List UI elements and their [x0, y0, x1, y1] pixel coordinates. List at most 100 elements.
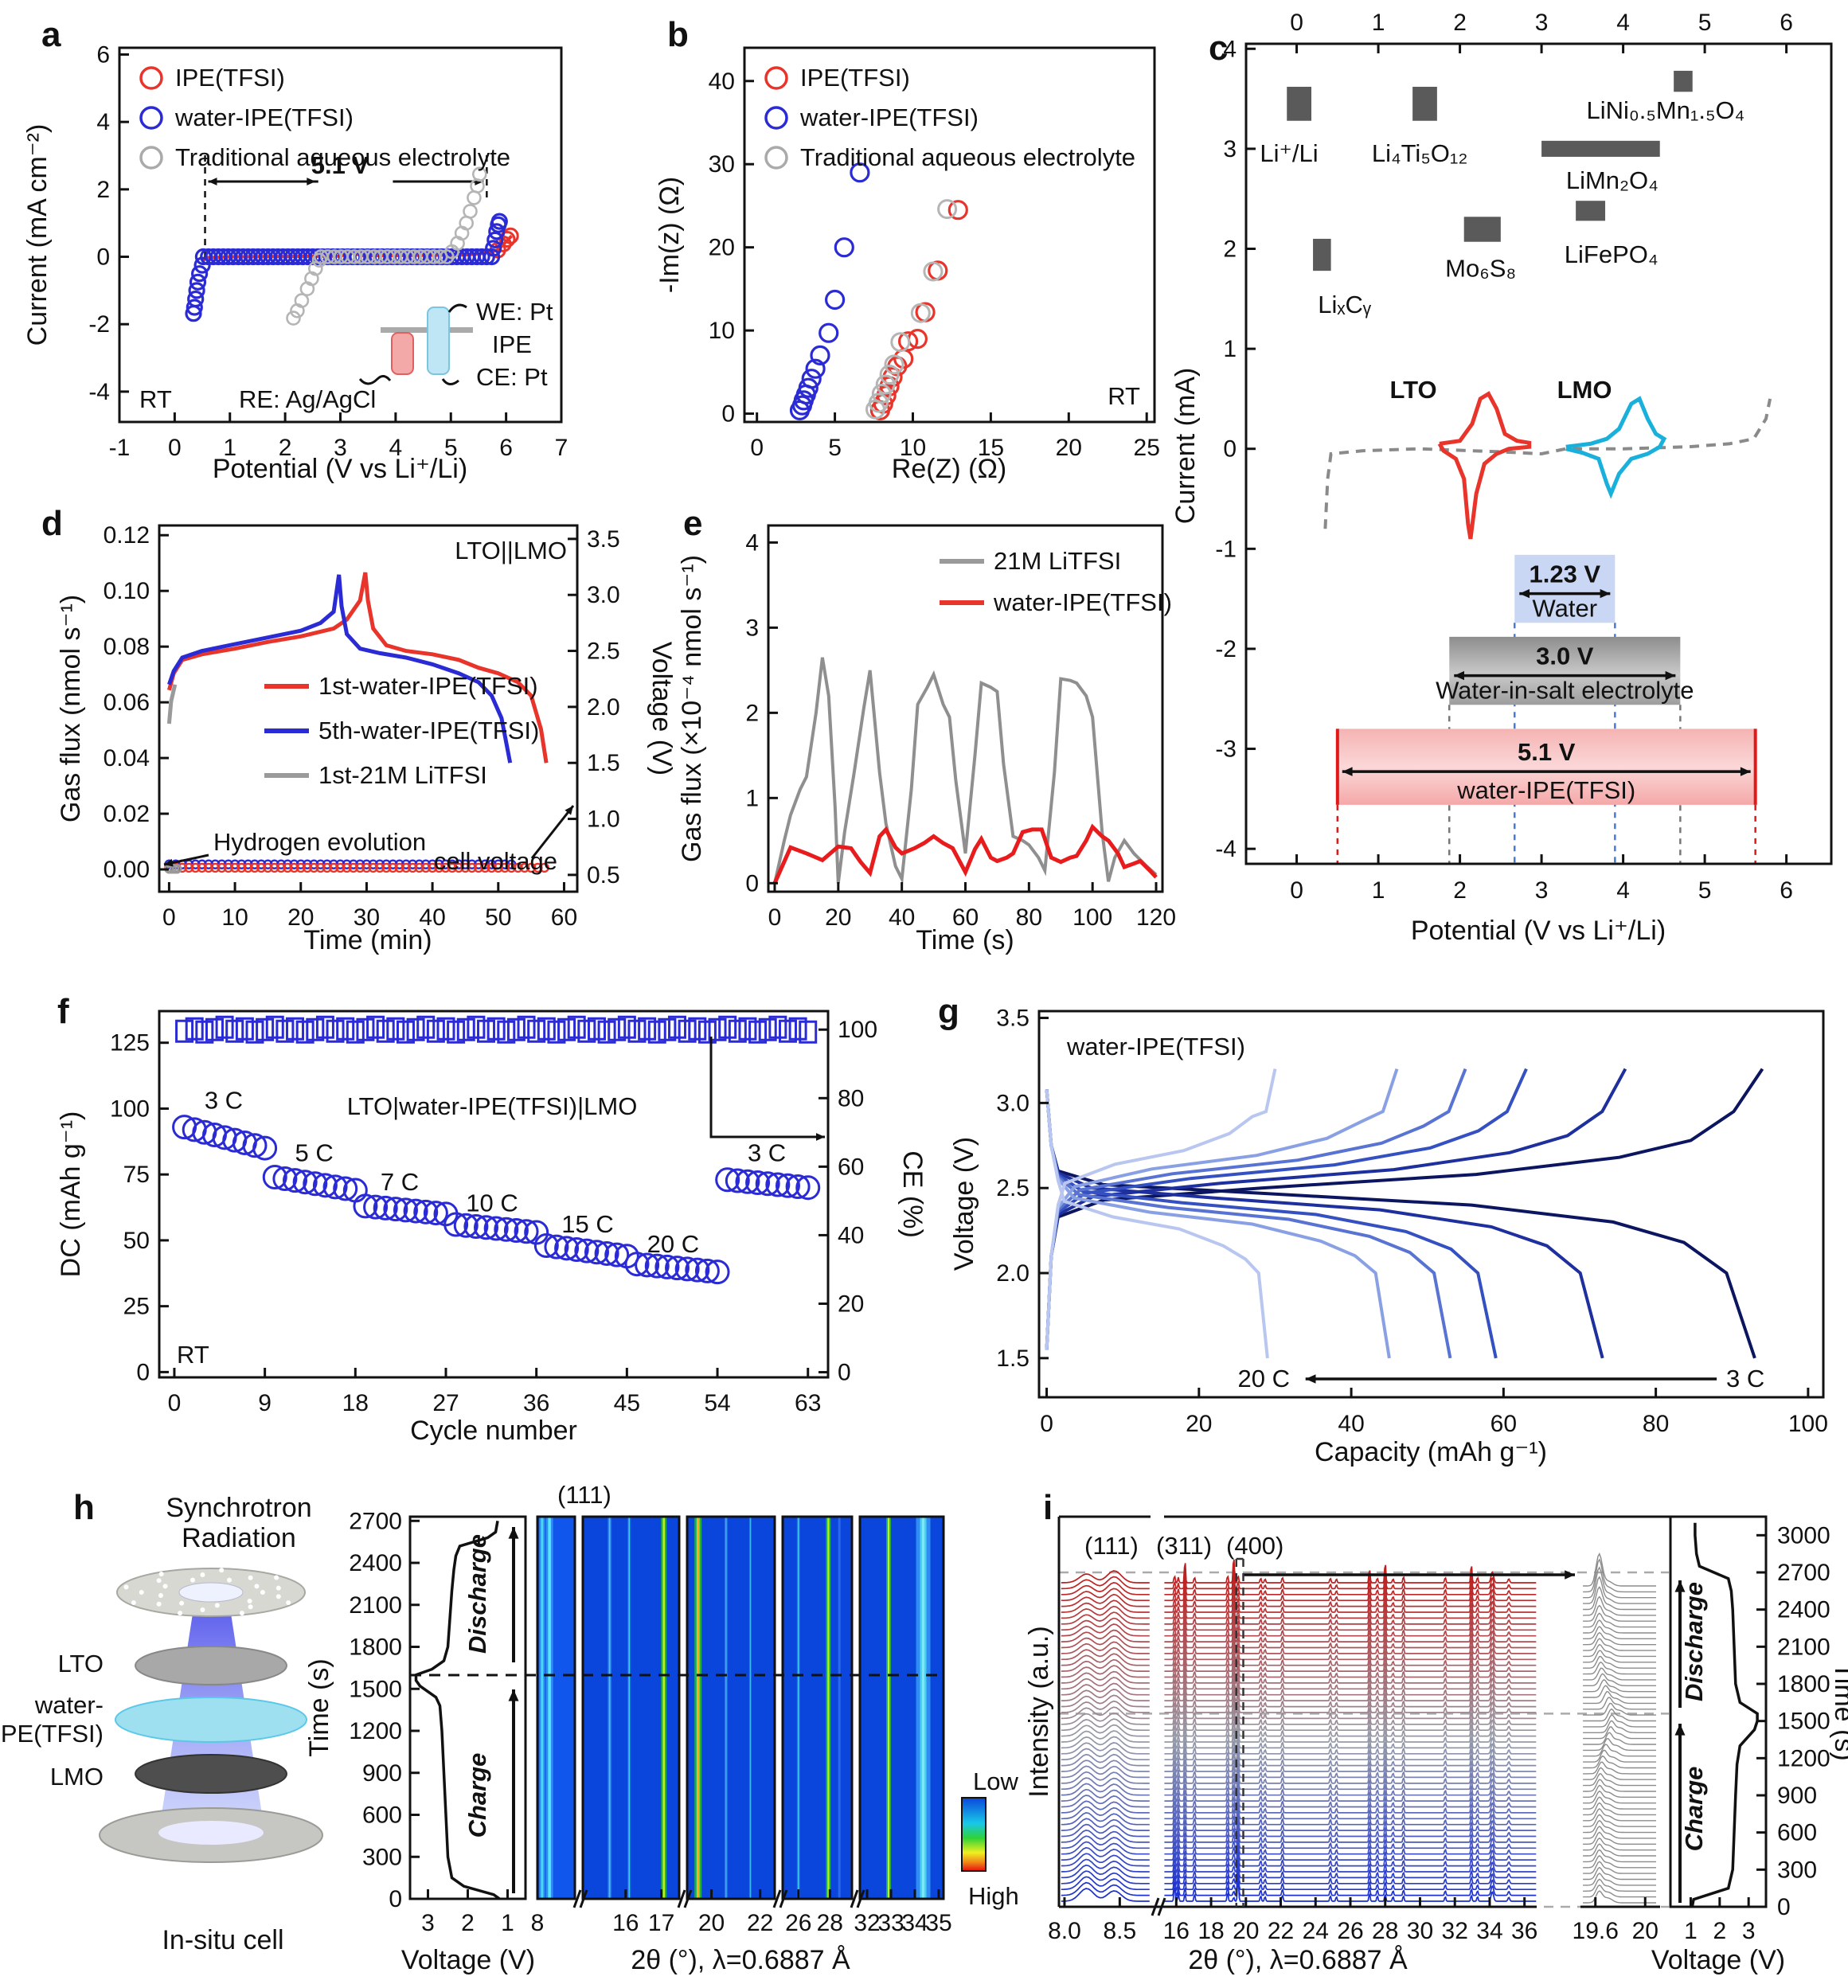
- panel-letter-d: d: [41, 504, 63, 543]
- x-tick-label: 5: [828, 435, 842, 461]
- d-ylabel: Gas flux (nmol s⁻¹): [56, 595, 86, 822]
- y-tick-label: 0: [1223, 436, 1237, 463]
- gasflux-red: [539, 862, 549, 873]
- dc-point: [483, 1216, 509, 1241]
- mini-xrd-trace: [1583, 1595, 1656, 1616]
- legend-marker: [764, 146, 788, 170]
- gasflux-red: [447, 862, 458, 873]
- x-tick-label: 10: [221, 904, 248, 931]
- aqueous-point: [290, 303, 305, 318]
- x-tick-label: 18: [342, 1390, 369, 1416]
- panel-i: 8.0 8.5 16 18 20 22 24 26 28 30 32 34 36 19.6 20 1 2 3030…: [1024, 1515, 1848, 1975]
- h-time-label: Time (s): [304, 1658, 334, 1756]
- i-x-tick-label: 18: [1197, 1918, 1224, 1944]
- x-tick-label: 40: [419, 904, 445, 931]
- top-x-tick-label: 6: [1780, 10, 1793, 36]
- y-tick-label: 2.0: [996, 1260, 1029, 1287]
- e-xlabel: Time (s): [916, 925, 1014, 955]
- xrd-trace: [1061, 1869, 1537, 1892]
- cont-x-tick-label: 28: [817, 1910, 843, 1936]
- mini-xrd-trace: [1583, 1619, 1656, 1634]
- dc-point: [735, 1169, 760, 1194]
- dc-point: [665, 1256, 690, 1281]
- top-x-tick-label: 3: [1535, 10, 1549, 36]
- mini-xrd-trace: [1583, 1638, 1656, 1651]
- dc-point: [584, 1240, 609, 1265]
- ce-point: [627, 1019, 647, 1043]
- gasflux-red: [335, 862, 346, 873]
- arrow-head: [565, 806, 573, 815]
- i-xlabel: 2θ (°), λ=0.6887 Å: [1188, 1945, 1408, 1975]
- axes-frame: [158, 524, 579, 893]
- ce-point: [436, 1017, 455, 1041]
- dc-point: [262, 1164, 287, 1189]
- arrow-head: [1565, 1570, 1575, 1580]
- x-tick-label: 0: [768, 904, 782, 931]
- xrd-trace: [1061, 1628, 1537, 1650]
- gasflux-red: [361, 862, 372, 873]
- panel-g: 0 20 40 60 80 100 1.5 2.0 2.5 3.0 3.5 Capacity (mA…: [949, 1006, 1828, 1467]
- mini-xrd-trace: [1583, 1661, 1656, 1675]
- window-name: Water: [1533, 594, 1598, 622]
- panel-d: 0 10 20 30 40 50 60 0.00 0.02 0.04 0.06 0.08 0.10 0.1…: [56, 522, 677, 955]
- cont-x-tick-label: 22: [747, 1910, 773, 1936]
- f-cell-label: LTO|water-IPE(TFSI)|LMO: [347, 1092, 638, 1120]
- mini-xrd-trace: [1583, 1643, 1656, 1658]
- mini-xrd-trace: [1583, 1843, 1656, 1857]
- d-xlabel: Time (min): [303, 925, 432, 955]
- cont-x-tick-label: 35: [925, 1910, 951, 1936]
- x-tick-label: 0: [168, 1390, 182, 1416]
- y-tick-right-label: 3.0: [587, 582, 620, 608]
- xrd-trace: [1061, 1685, 1537, 1702]
- aqueous-point: [868, 393, 889, 413]
- gasflux-red: [394, 862, 404, 873]
- x-tick-label: 0: [162, 904, 176, 931]
- y-tick-label: 0.02: [104, 801, 150, 827]
- xrd-trace: [1061, 1559, 1537, 1584]
- ce-point: [416, 1015, 436, 1039]
- time-tick-label: 1500: [349, 1676, 402, 1702]
- xrd-trace: [1061, 1852, 1537, 1874]
- arrow-head: [508, 1527, 519, 1539]
- xrd-trace: [1061, 1597, 1537, 1620]
- gasflux-red: [217, 862, 227, 873]
- water-ipe-point: [186, 299, 203, 316]
- water-ipe-point: [490, 213, 508, 230]
- dc-point: [594, 1240, 619, 1266]
- ce-point: [506, 1017, 525, 1041]
- perforation-dot: [227, 1577, 232, 1583]
- mini-xrd-trace: [1583, 1773, 1656, 1787]
- xrd-trace: [1061, 1722, 1537, 1738]
- xrd-trace: [1061, 1690, 1537, 1709]
- material-label: Li⁺/Li: [1260, 139, 1318, 167]
- d-ylabel-right: Voltage (V): [647, 642, 677, 775]
- i-x-tick-label: 16: [1163, 1918, 1190, 1944]
- arrow-line: [530, 805, 575, 859]
- perforation-dot: [189, 1577, 195, 1583]
- mini-xrd-trace: [1583, 1814, 1656, 1827]
- dc-point: [745, 1170, 771, 1196]
- arrow-head: [1454, 670, 1464, 681]
- dc-point: [463, 1214, 489, 1240]
- i-x-tick-label: 30: [1407, 1918, 1433, 1944]
- dc-point: [635, 1252, 660, 1278]
- c-ylabel: Current (mA): [1170, 368, 1201, 524]
- g-xlabel: Capacity (mAh g⁻¹): [1315, 1437, 1547, 1467]
- i-time-tick-label: 2400: [1777, 1597, 1830, 1623]
- mini-xrd-trace: [1583, 1866, 1656, 1881]
- dc-point: [685, 1257, 710, 1283]
- i-volt-xlabel: Voltage (V): [1651, 1945, 1785, 1975]
- gasflux-red: [434, 862, 444, 873]
- ce-point: [376, 1019, 395, 1043]
- b-xlabel: Re(Z) (Ω): [892, 454, 1006, 484]
- ce-point: [768, 1015, 787, 1039]
- xrd-trace: [1061, 1703, 1537, 1720]
- y-tick-label: 1: [745, 785, 759, 811]
- gasflux-red: [295, 862, 306, 873]
- dc-point: [725, 1168, 750, 1193]
- ce-point: [557, 1017, 576, 1041]
- charge-curve: [1045, 1068, 1399, 1350]
- dc-point: [765, 1172, 791, 1197]
- xrd-trace: [1061, 1740, 1537, 1756]
- mini-xrd-trace: [1583, 1837, 1656, 1851]
